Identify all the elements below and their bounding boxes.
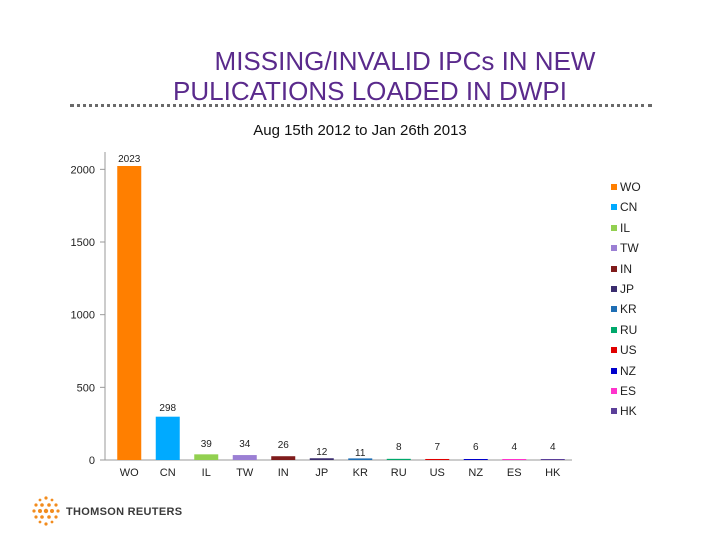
bar-us <box>425 458 450 460</box>
legend-swatch <box>611 367 617 374</box>
x-tick-label: RU <box>391 467 407 479</box>
legend-swatch <box>611 245 617 252</box>
thomson-reuters-logo-icon <box>32 496 60 526</box>
data-label: 39 <box>201 439 213 450</box>
legend-label: CN <box>620 200 638 215</box>
legend-swatch <box>611 265 617 272</box>
data-label: 2023 <box>118 154 141 165</box>
bar-il <box>194 454 219 460</box>
legend-label: HK <box>620 404 637 419</box>
legend-swatch <box>611 408 617 415</box>
legend-label: TW <box>620 241 639 256</box>
bar-hk <box>540 459 565 460</box>
data-label: 34 <box>239 439 251 450</box>
bar-ru <box>386 458 411 460</box>
data-label: 12 <box>316 447 328 458</box>
bar-jp <box>309 458 334 460</box>
legend-swatch <box>611 306 617 313</box>
data-label: 8 <box>396 442 402 453</box>
legend-swatch <box>611 347 617 354</box>
legend-label: KR <box>620 302 637 317</box>
y-tick-label: 1500 <box>71 237 95 249</box>
y-tick-label: 500 <box>77 382 95 394</box>
data-label: 4 <box>511 442 517 453</box>
x-tick-label: WO <box>120 467 139 479</box>
legend-label: NZ <box>620 363 636 378</box>
y-tick-label: 1000 <box>71 310 95 322</box>
x-tick-label: TW <box>236 467 254 479</box>
bar-nz <box>463 459 488 460</box>
data-label: 26 <box>278 440 290 451</box>
legend-label: IN <box>620 261 632 276</box>
x-tick-label: US <box>430 467 445 479</box>
legend-swatch <box>611 285 617 292</box>
data-label: 4 <box>550 442 556 453</box>
page-title: MISSING/INVALID IPCs IN NEW PULICATIONS … <box>0 46 720 106</box>
bar-tw <box>232 455 257 460</box>
legend-label: RU <box>620 322 638 337</box>
x-tick-label: NZ <box>468 467 483 479</box>
title-line-2: PULICATIONS LOADED IN DWPI <box>173 76 567 106</box>
legend-swatch <box>611 184 617 190</box>
legend-swatch <box>611 387 617 394</box>
x-tick-label: IN <box>278 467 289 479</box>
data-label: 6 <box>473 442 479 453</box>
y-tick-label: 2000 <box>71 164 95 176</box>
legend-label: JP <box>620 281 635 296</box>
legend-label: US <box>620 343 637 358</box>
x-tick-label: IL <box>202 467 211 479</box>
logo-text: THOMSON REUTERS <box>66 506 183 518</box>
title-divider <box>70 104 652 107</box>
bar-es <box>502 459 527 460</box>
y-tick-label: 0 <box>89 455 95 467</box>
x-tick-label: JP <box>315 467 328 479</box>
x-tick-label: KR <box>353 467 368 479</box>
bar-kr <box>348 458 373 460</box>
chart-subtitle: Aug 15th 2012 to Jan 26th 2013 <box>253 122 467 139</box>
x-tick-label: ES <box>507 467 522 479</box>
data-label: 7 <box>434 442 440 453</box>
bar-wo <box>117 166 142 460</box>
bar-in <box>271 456 296 460</box>
legend-swatch <box>611 204 617 211</box>
legend-label: WO <box>620 180 641 194</box>
bar-cn <box>155 416 180 460</box>
data-label: 298 <box>159 403 176 414</box>
data-label: 11 <box>355 448 366 459</box>
legend-swatch <box>611 224 617 231</box>
x-tick-label: CN <box>160 467 176 479</box>
legend-label: IL <box>620 220 631 235</box>
title-line-1: MISSING/INVALID IPCs IN NEW <box>214 46 596 76</box>
legend-label: ES <box>620 383 637 398</box>
legend-swatch <box>611 326 617 333</box>
x-tick-label: HK <box>545 467 561 479</box>
